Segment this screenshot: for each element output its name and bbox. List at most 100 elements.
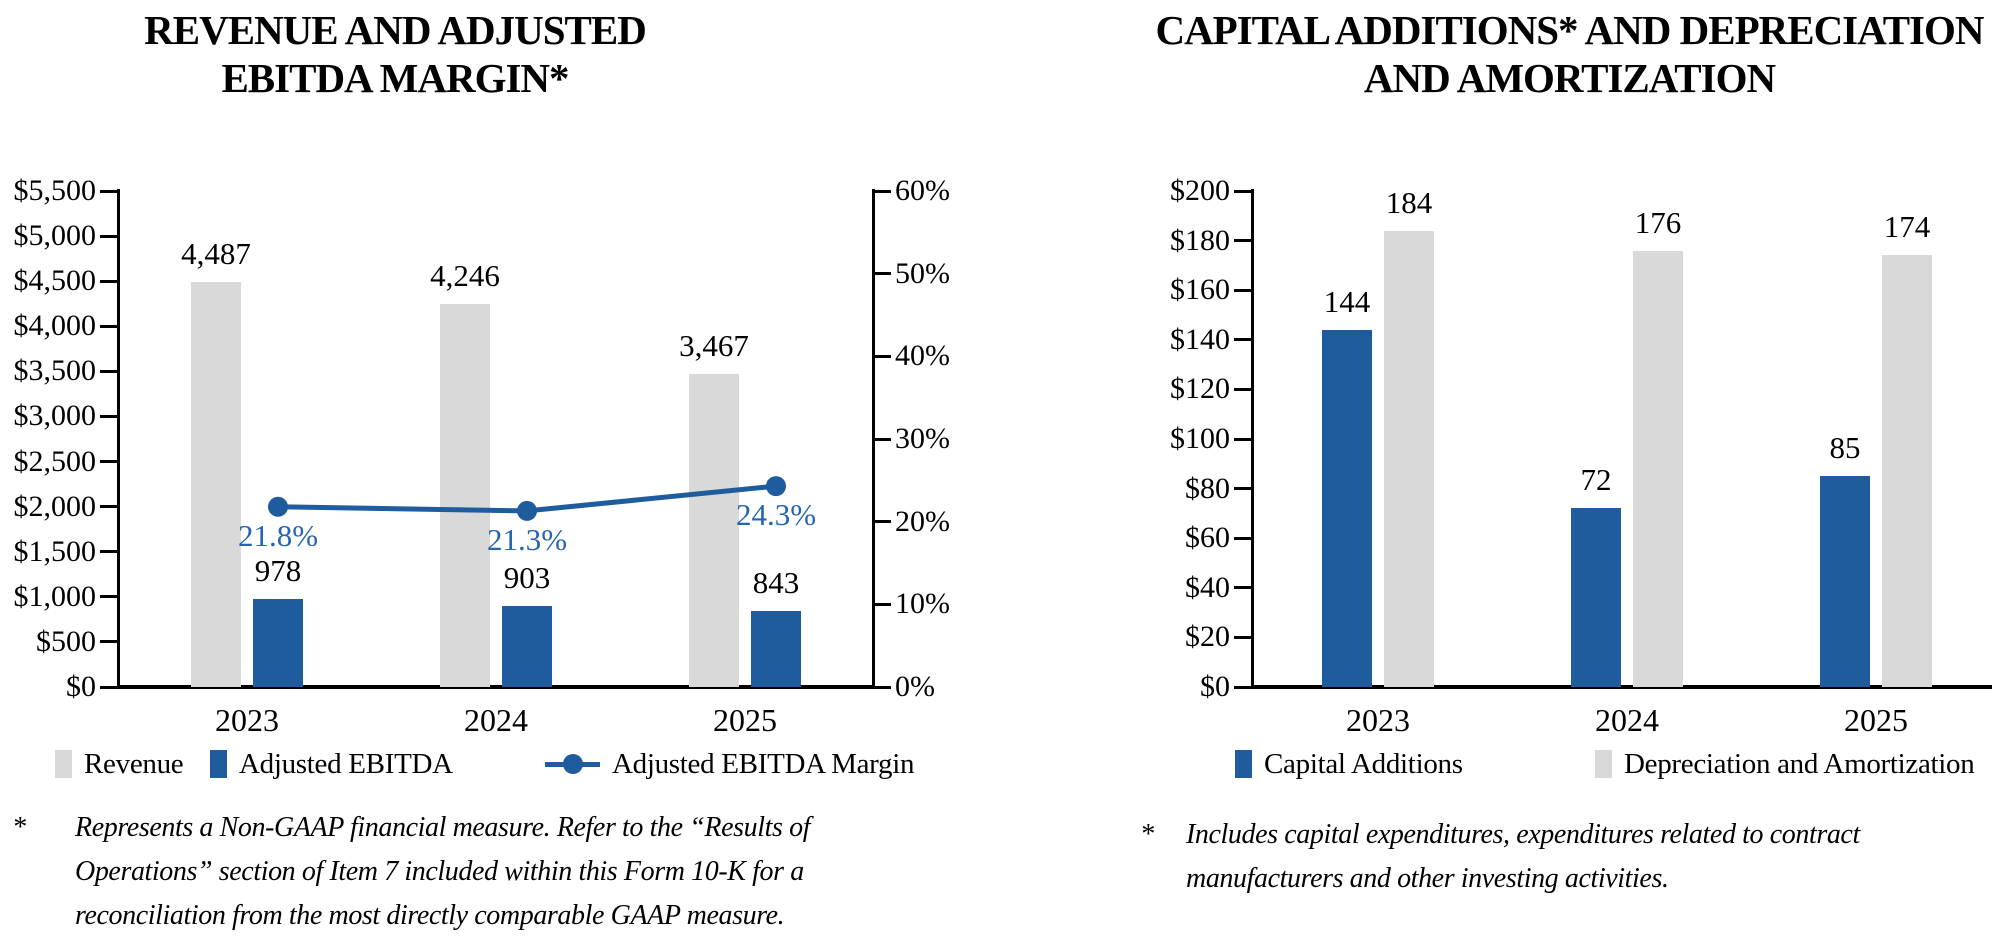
chart-title: CAPITAL ADDITIONS* AND DEPRECIATION AND …: [1128, 6, 2011, 102]
x-axis-line: [116, 685, 875, 689]
bar-value-label: 903: [503, 559, 551, 595]
secondary-y-axis-tick-label: 60%: [895, 174, 950, 207]
y-axis-tick: [1234, 338, 1251, 342]
y-axis-tick-label: $4,500: [13, 264, 97, 298]
y-axis-tick: [1234, 387, 1251, 391]
y-axis-tick-label: $0: [66, 670, 96, 703]
legend-label: Revenue: [84, 747, 184, 780]
bar-depreciation-and-amortization-2023: [1384, 230, 1434, 687]
footnote-text: Represents a Non-GAAP financial measure.…: [75, 806, 810, 938]
bar-value-label: 144: [1323, 283, 1371, 319]
margin-value-label: 21.3%: [486, 521, 568, 557]
chart-title-line: CAPITAL ADDITIONS* AND DEPRECIATION: [1155, 7, 1984, 53]
secondary-y-axis-tick: [874, 189, 891, 193]
secondary-y-axis-tick-label: 50%: [895, 256, 950, 290]
y-axis-tick-label: $2,500: [13, 444, 97, 478]
y-axis-tick: [1234, 288, 1251, 292]
y-axis-tick-label: $140: [1170, 322, 1230, 356]
footnote-text: Includes capital expenditures, expenditu…: [1186, 813, 1860, 901]
footnote-line: Operations” section of Item 7 included w…: [75, 856, 804, 887]
chart-title-line: AND AMORTIZATION: [1363, 55, 1776, 101]
y-axis-tick-label: $4,000: [13, 309, 97, 343]
bar-value-label: 176: [1634, 204, 1682, 240]
secondary-y-axis-tick: [874, 272, 891, 276]
bar-adjusted-ebitda-2023: [253, 598, 303, 687]
y-axis-tick: [1234, 189, 1251, 193]
chart-title-line: REVENUE AND ADJUSTED: [144, 7, 647, 53]
chart-title: REVENUE AND ADJUSTED EBITDA MARGIN*: [0, 6, 790, 102]
x-axis-label-2024: 2024: [1595, 702, 1659, 738]
bar-value-label: 4,487: [181, 236, 251, 272]
x-axis-label-2023: 2023: [1346, 702, 1410, 738]
secondary-y-axis-line: [871, 189, 875, 689]
y-axis-line: [1250, 189, 1254, 689]
bar-capital-additions-2023: [1322, 329, 1372, 687]
y-axis-tick-label: $80: [1185, 471, 1230, 505]
y-axis-tick: [1234, 536, 1251, 540]
y-axis-tick-label: $1,000: [13, 579, 97, 613]
footnote-marker: *: [12, 812, 26, 843]
bar-revenue-2024: [440, 304, 490, 687]
footnote-line: manufacturers and other investing activi…: [1186, 863, 1669, 894]
x-axis-label-2023: 2023: [215, 702, 279, 738]
legend-line-swatch: [545, 750, 600, 778]
y-axis-tick-label: $200: [1170, 174, 1230, 207]
secondary-y-axis-tick-label: 30%: [895, 422, 950, 455]
secondary-y-axis-tick-label: 10%: [895, 587, 950, 621]
y-axis-tick: [1234, 685, 1251, 689]
legend-swatch-blue-bar: [210, 750, 227, 778]
legend-label: Adjusted EBITDA Margin: [612, 747, 915, 780]
margin-point-2024: [517, 500, 537, 521]
legend-item-adjusted-ebitda-margin: Adjusted EBITDA Margin: [545, 747, 915, 780]
bar-value-label: 4,246: [430, 258, 500, 294]
secondary-y-axis-tick-label: 40%: [895, 339, 950, 373]
y-axis-tick: [100, 640, 117, 644]
footnote-line: Includes capital expenditures, expenditu…: [1186, 819, 1860, 850]
margin-point-2025: [766, 476, 786, 497]
y-axis-tick-label: $2,000: [13, 489, 97, 523]
secondary-y-axis-tick: [874, 437, 891, 441]
legend-label: Adjusted EBITDA: [239, 747, 453, 780]
y-axis-tick-label: $500: [36, 624, 96, 658]
y-axis-tick: [1234, 635, 1251, 639]
y-axis-tick: [1234, 487, 1251, 491]
y-axis-tick-label: $3,000: [13, 399, 97, 433]
bar-value-label: 978: [254, 552, 302, 588]
y-axis-tick-label: $40: [1185, 570, 1230, 604]
secondary-y-axis-tick: [874, 354, 891, 358]
legend-item-capital-additions: Capital Additions: [1235, 747, 1463, 780]
bar-value-label: 174: [1883, 209, 1931, 245]
y-axis-tick-label: $60: [1185, 521, 1230, 555]
y-axis-tick: [100, 279, 117, 283]
bar-capital-additions-2024: [1571, 508, 1621, 687]
bar-adjusted-ebitda-2024: [502, 605, 552, 687]
legend-item-revenue: Revenue: [55, 747, 184, 780]
y-axis-tick-label: $120: [1170, 372, 1230, 406]
legend-item-depreciation-and-amortization: Depreciation and Amortization: [1595, 748, 1975, 780]
legend-swatch-gray-bar: [1595, 750, 1612, 778]
y-axis-tick: [100, 550, 117, 554]
bar-revenue-2023: [191, 282, 241, 687]
legend-swatch-gray-bar: [55, 750, 72, 778]
secondary-y-axis-tick: [874, 685, 891, 689]
y-axis-line: [116, 189, 120, 689]
x-axis-label-2025: 2025: [1844, 702, 1908, 738]
y-axis-tick-label: $20: [1185, 620, 1230, 654]
y-axis-tick: [1234, 239, 1251, 243]
y-axis-tick: [100, 324, 117, 328]
y-axis-tick-label: $100: [1170, 422, 1230, 455]
y-axis-tick-label: $0: [1200, 670, 1230, 703]
margin-value-label: 21.8%: [237, 517, 319, 553]
bar-value-label: 843: [752, 564, 800, 600]
bar-revenue-2025: [689, 374, 739, 687]
secondary-y-axis-tick-label: 20%: [895, 504, 950, 538]
legend-label: Capital Additions: [1264, 747, 1463, 780]
bar-depreciation-and-amortization-2025: [1882, 255, 1932, 687]
bar-capital-additions-2025: [1820, 476, 1870, 687]
y-axis-tick: [1234, 586, 1251, 590]
footnote-line: Represents a Non-GAAP financial measure.…: [75, 812, 811, 843]
bar-value-label: 3,467: [679, 328, 749, 364]
y-axis-tick: [100, 369, 117, 373]
